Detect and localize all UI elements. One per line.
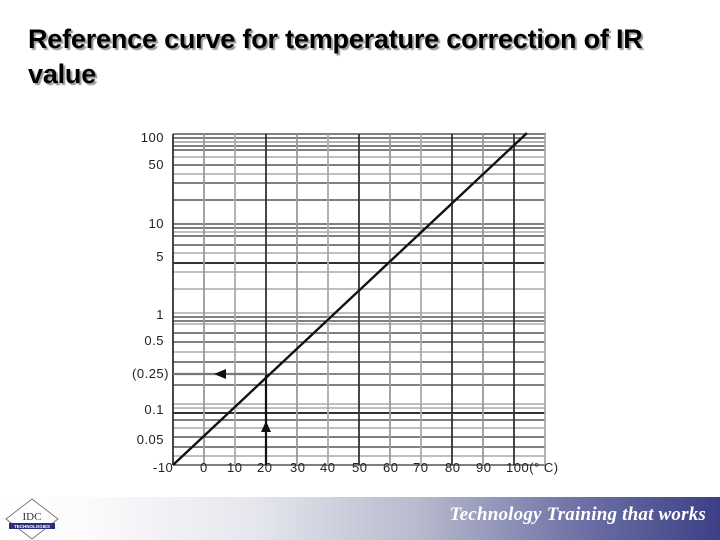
svg-text:TECHNOLOGIES: TECHNOLOGIES bbox=[14, 524, 50, 529]
footer-tagline: Technology Training that works bbox=[449, 504, 706, 525]
y-tick-label: 10 bbox=[148, 216, 164, 231]
y-tick-label-highlighted: (0.25) bbox=[132, 366, 169, 381]
x-tick-label: 60 bbox=[383, 460, 399, 475]
y-tick-label: 50 bbox=[148, 157, 164, 172]
x-tick-label: 80 bbox=[445, 460, 461, 475]
y-tick-label: 5 bbox=[156, 249, 164, 264]
svg-text:IDC: IDC bbox=[23, 511, 42, 523]
chart-plot-area bbox=[172, 132, 546, 466]
arrow-up-icon bbox=[261, 421, 271, 432]
slide-title: Reference curve for temperature correcti… bbox=[28, 24, 643, 89]
x-tick-label-unit: 100(° C) bbox=[506, 460, 559, 475]
correction-curve bbox=[172, 132, 528, 466]
x-tick-label: 70 bbox=[413, 460, 429, 475]
y-tick-label: 1 bbox=[156, 307, 164, 322]
x-tick-label: 30 bbox=[290, 460, 306, 475]
x-tick-label: 20 bbox=[257, 460, 273, 475]
y-tick-label: 0.05 bbox=[136, 432, 164, 447]
x-tick-label: 0 bbox=[200, 460, 208, 475]
reference-annotations bbox=[173, 369, 271, 465]
arrow-left-icon bbox=[214, 369, 226, 379]
x-tick-label: -10 bbox=[153, 460, 174, 475]
y-tick-label: 0.5 bbox=[144, 333, 164, 348]
x-tick-label: 90 bbox=[476, 460, 492, 475]
x-tick-label: 50 bbox=[352, 460, 368, 475]
x-tick-label: 40 bbox=[320, 460, 336, 475]
y-tick-label: 0.1 bbox=[144, 402, 164, 417]
ir-correction-chart: 100 50 10 5 1 0.5 (0.25) 0.1 0.05 -10 0 … bbox=[132, 130, 559, 475]
vertical-gridlines bbox=[172, 134, 546, 465]
idc-logo-icon: IDC TECHNOLOGIES bbox=[5, 498, 59, 540]
y-tick-label: 100 bbox=[140, 130, 164, 145]
slide-footer: IDC TECHNOLOGIES Technology Training tha… bbox=[0, 497, 720, 540]
x-tick-label: 10 bbox=[227, 460, 243, 475]
